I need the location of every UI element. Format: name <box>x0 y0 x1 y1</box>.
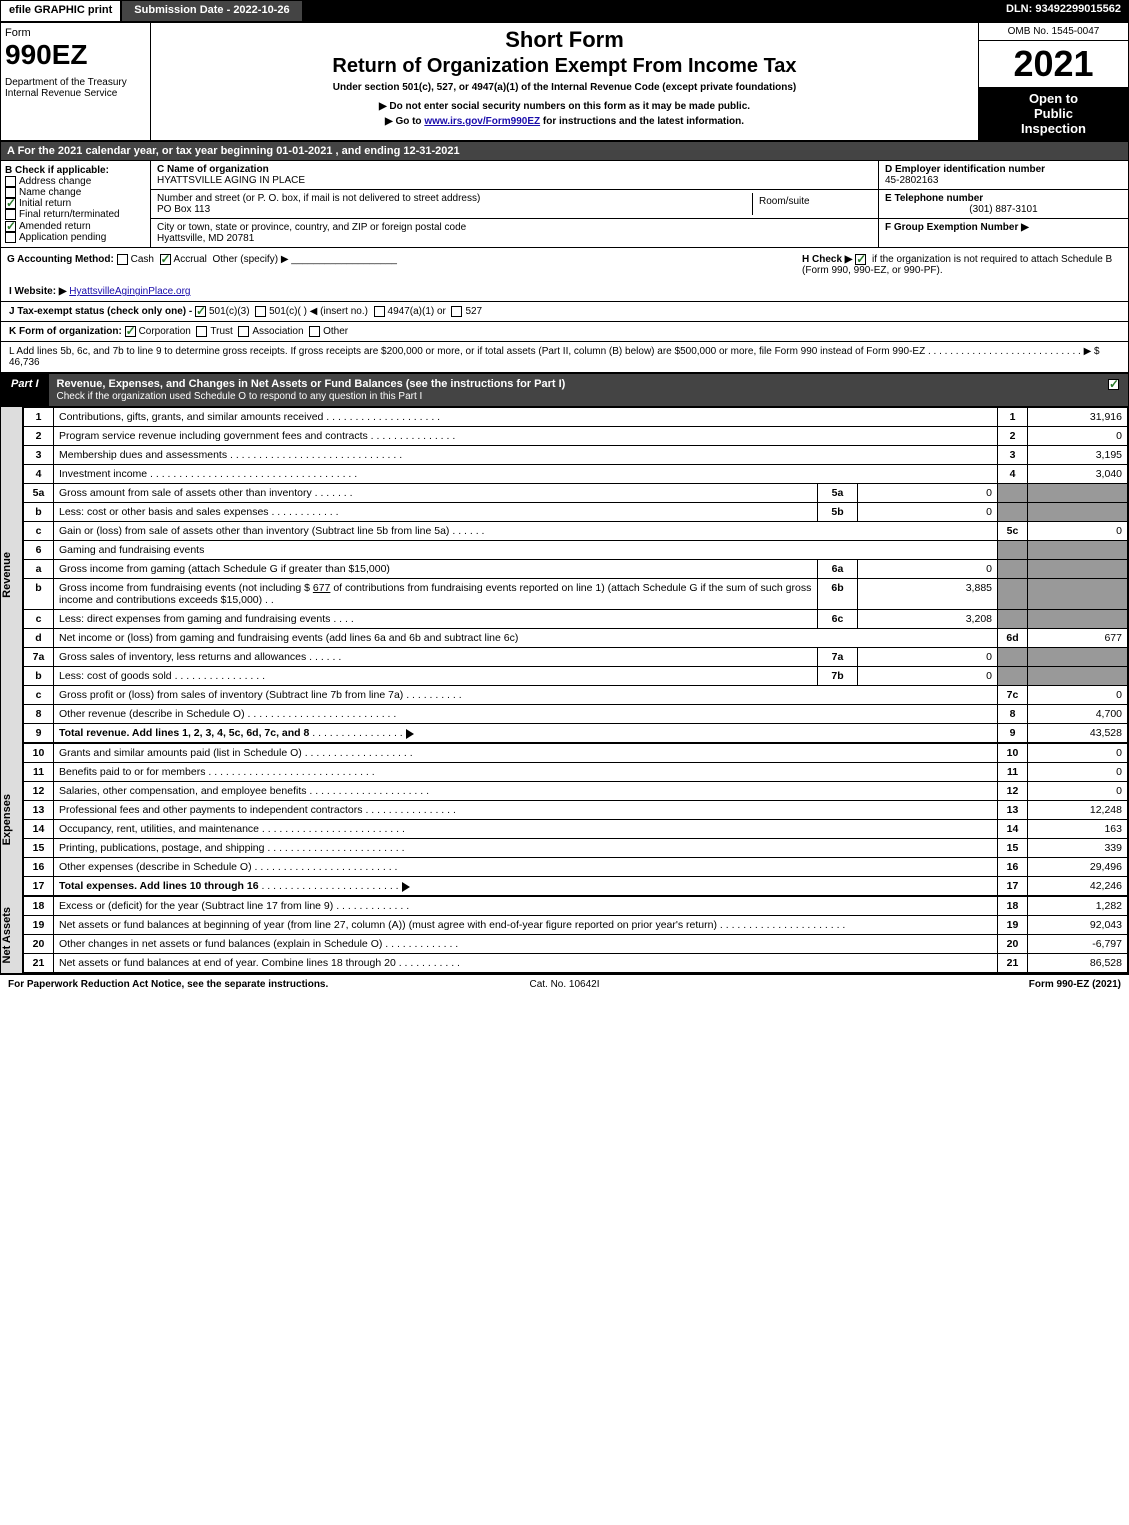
chk-other-org[interactable] <box>309 326 320 337</box>
website-link[interactable]: HyattsvilleAginginPlace.org <box>69 286 190 297</box>
chk-cash[interactable] <box>117 254 128 265</box>
box-b: B Check if applicable: Address change Na… <box>1 161 151 247</box>
chk-corporation[interactable] <box>125 326 136 337</box>
chk-schedule-o[interactable] <box>1108 379 1119 390</box>
subtitle-ssn: ▶ Do not enter social security numbers o… <box>155 101 974 112</box>
form-number: 990EZ <box>5 39 146 71</box>
arrow-icon <box>406 729 414 739</box>
row-k: K Form of organization: Corporation Trus… <box>0 322 1129 342</box>
netassets-table: 18Excess or (deficit) for the year (Subt… <box>23 896 1128 973</box>
expenses-table: 10Grants and similar amounts paid (list … <box>23 743 1128 896</box>
chk-accrual[interactable] <box>160 254 171 265</box>
tax-year: 2021 <box>979 41 1128 87</box>
chk-501c3[interactable] <box>195 306 206 317</box>
submission-date: Submission Date - 2022-10-26 <box>121 0 302 22</box>
chk-address-change[interactable] <box>5 176 16 187</box>
chk-trust[interactable] <box>196 326 207 337</box>
title-short-form: Short Form <box>155 27 974 53</box>
box-c: C Name of organization HYATTSVILLE AGING… <box>151 161 878 247</box>
box-f: F Group Exemption Number ▶ <box>879 219 1128 236</box>
room-suite: Room/suite <box>752 193 872 215</box>
title-return: Return of Organization Exempt From Incom… <box>155 55 974 78</box>
chk-application-pending[interactable] <box>5 232 16 243</box>
revenue-label: Revenue <box>1 552 22 598</box>
form-header: Form 990EZ Department of the Treasury In… <box>0 22 1129 141</box>
subtitle-section: Under section 501(c), 527, or 4947(a)(1)… <box>155 82 974 93</box>
expenses-label: Expenses <box>1 794 22 845</box>
dln: DLN: 93492299015562 <box>998 0 1129 22</box>
chk-4947[interactable] <box>374 306 385 317</box>
irs-label: Internal Revenue Service <box>5 88 146 99</box>
org-street: PO Box 113 <box>157 204 752 215</box>
section-a: A For the 2021 calendar year, or tax yea… <box>0 141 1129 161</box>
open-inspection: Open to Public Inspection <box>979 87 1128 140</box>
dept-treasury: Department of the Treasury <box>5 77 146 88</box>
subtitle-goto: ▶ Go to www.irs.gov/Form990EZ for instru… <box>155 116 974 127</box>
chk-amended-return[interactable] <box>5 221 16 232</box>
arrow-icon <box>402 882 410 892</box>
irs-link[interactable]: www.irs.gov/Form990EZ <box>424 116 540 127</box>
netassets-label: Net Assets <box>1 907 22 963</box>
row-g-h: G Accounting Method: Cash Accrual Other … <box>0 248 1129 282</box>
org-name: HYATTSVILLE AGING IN PLACE <box>157 175 872 186</box>
omb-number: OMB No. 1545-0047 <box>979 23 1128 41</box>
page-footer: For Paperwork Reduction Act Notice, see … <box>0 974 1129 994</box>
efile-print-button[interactable]: efile GRAPHIC print <box>0 0 121 22</box>
box-d: D Employer identification number 45-2802… <box>879 161 1128 190</box>
chk-initial-return[interactable] <box>5 198 16 209</box>
part-1-header: Part I Revenue, Expenses, and Changes in… <box>0 373 1129 407</box>
chk-association[interactable] <box>238 326 249 337</box>
chk-schedule-b[interactable] <box>855 254 866 265</box>
row-i: I Website: ▶ HyattsvilleAginginPlace.org <box>0 282 1129 302</box>
top-bar: efile GRAPHIC print Submission Date - 20… <box>0 0 1129 22</box>
form-word: Form <box>5 27 31 39</box>
chk-501c[interactable] <box>255 306 266 317</box>
chk-527[interactable] <box>451 306 462 317</box>
org-city: Hyattsville, MD 20781 <box>157 233 872 244</box>
box-e: E Telephone number (301) 887-3101 <box>879 190 1128 219</box>
row-j: J Tax-exempt status (check only one) - 5… <box>0 302 1129 322</box>
revenue-table: 1Contributions, gifts, grants, and simil… <box>23 407 1128 743</box>
row-l: L Add lines 5b, 6c, and 7b to line 9 to … <box>0 342 1129 373</box>
